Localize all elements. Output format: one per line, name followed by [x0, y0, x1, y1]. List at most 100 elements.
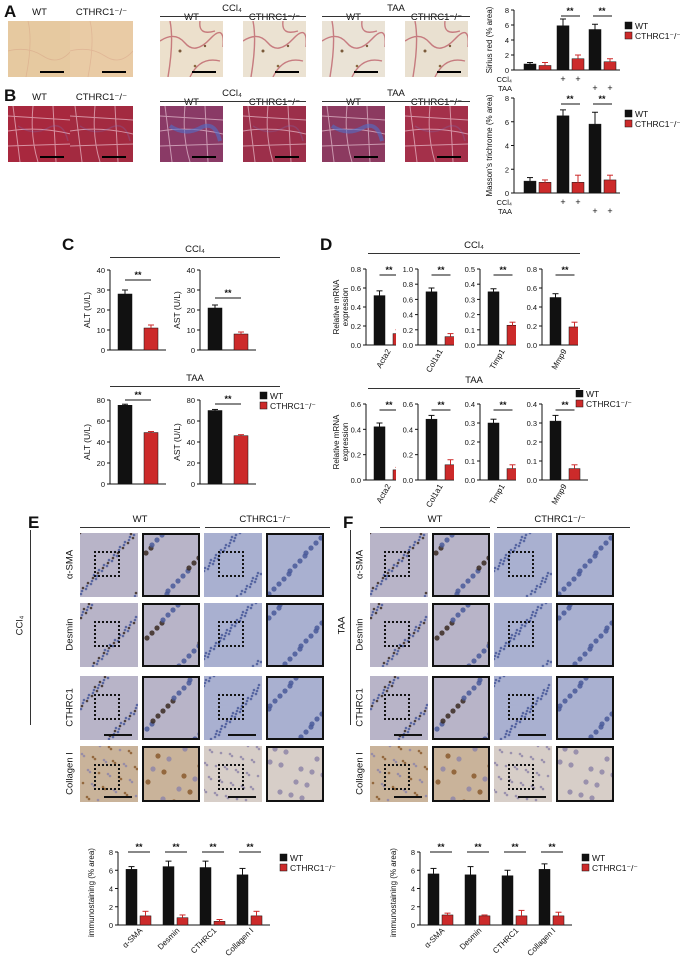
y-tick-label: 0.6	[351, 284, 361, 293]
sig-label: **	[437, 265, 445, 275]
y-tick-label: 0.0	[527, 476, 537, 485]
bar-wt	[427, 873, 440, 926]
y-tick-label: 0.1	[465, 326, 475, 335]
treatment-mark: +	[592, 83, 597, 93]
y-tick-label: 4	[505, 36, 509, 45]
y-axis-label: Masson's trichrome (% area)	[485, 94, 494, 196]
legend-swatch	[259, 401, 268, 410]
scale-bar	[102, 71, 126, 73]
y-tick-label: 20	[97, 459, 105, 468]
treatment-label: TAA	[498, 84, 512, 93]
zoom-region-box	[94, 764, 120, 790]
micrograph-a-5	[322, 21, 385, 77]
sig-label: **	[224, 288, 232, 298]
legend-label: CTHRC1⁻/⁻	[635, 119, 680, 129]
bar-ko	[392, 333, 396, 346]
panel-d-taa-line	[368, 388, 580, 389]
micrograph-label: WT	[32, 92, 47, 103]
ihc-zoom-inset	[266, 746, 324, 802]
ihc-micrograph	[370, 746, 428, 802]
x-tick-label: Collagen I	[526, 926, 558, 958]
ihc-micrograph	[370, 603, 428, 667]
treatment-mark: +	[575, 74, 580, 84]
chart-d-ccl4-mmp9: 0.0 0.2 0.4 0.6 0.8 ** Mmp9	[527, 265, 578, 371]
y-tick-label: 0.0	[351, 341, 361, 350]
y-tick-label: 0.6	[527, 284, 537, 293]
legend-label: CTHRC1⁻/⁻	[635, 31, 680, 41]
bar-wt	[549, 420, 562, 481]
micrograph-label: CTHRC1⁻/⁻	[248, 97, 301, 108]
y-tick-label: 0.2	[351, 322, 361, 331]
ihc-row-label: Collagen I	[354, 752, 366, 795]
panel-f-ko-header: CTHRC1⁻/⁻	[534, 514, 586, 525]
sig-label: **	[246, 842, 254, 852]
scale-bar	[437, 156, 461, 158]
legend-swatch	[575, 390, 584, 398]
micrograph-a-6	[405, 21, 468, 77]
y-tick-label: 0.2	[527, 322, 537, 331]
y-tick-label: 80	[97, 396, 105, 405]
scale-bar	[102, 156, 126, 158]
legend-label: WT	[270, 391, 283, 401]
bar-wt	[588, 123, 602, 194]
y-tick-label: 0.4	[465, 400, 475, 409]
y-tick-label: 10	[187, 326, 195, 335]
x-tick-label: Collagen I	[224, 926, 256, 958]
bar-wt	[117, 293, 133, 351]
legend-swatch	[259, 391, 268, 400]
y-tick-label: 0	[109, 921, 113, 930]
scale-bar	[394, 796, 422, 798]
bar-wt	[207, 307, 223, 351]
y-tick-label: 0.2	[403, 326, 413, 335]
micrograph-a-2	[70, 21, 133, 77]
x-tick-label: α-SMA	[121, 926, 145, 950]
scale-bar	[518, 796, 546, 798]
ihc-micrograph	[204, 533, 262, 597]
panel-label-a: A	[4, 2, 17, 21]
y-tick-label: 0	[411, 921, 415, 930]
treatment-mark: +	[575, 197, 580, 207]
treatment-label: CCl₄	[496, 198, 512, 207]
y-tick-label: 30	[187, 286, 195, 295]
ihc-row-label: α-SMA	[64, 549, 76, 580]
ihc-zoom-inset	[432, 533, 490, 597]
y-axis-label: immunostaining (% area)	[389, 848, 398, 937]
ihc-micrograph	[370, 676, 428, 740]
bar-ko	[603, 179, 617, 194]
sig-label: **	[566, 94, 574, 104]
y-tick-label: 2	[109, 903, 113, 912]
y-tick-label: 0	[101, 346, 105, 355]
panel-e-wt-header: WT	[132, 514, 148, 525]
y-tick-label: 8	[411, 848, 415, 857]
ihc-zoom-inset	[432, 676, 490, 740]
ihc-zoom-inset	[556, 533, 614, 597]
ihc-zoom-inset	[142, 746, 200, 802]
y-tick-label: 0	[101, 480, 105, 489]
y-tick-label: 80	[187, 396, 195, 405]
legend-swatch	[581, 853, 590, 862]
sig-label: **	[499, 400, 507, 410]
x-axis-label: Col1a1	[424, 482, 445, 509]
treatment-mark: +	[592, 206, 597, 216]
chart-d-taa-acta2: 0.0 0.2 0.4 0.6 Relative mRNA expression ** Act…	[332, 400, 396, 505]
micrograph-label: CTHRC1⁻/⁻	[410, 12, 463, 23]
panel-f-ko-line	[497, 527, 630, 528]
micrograph-b-2	[70, 106, 133, 162]
bar-ko	[506, 468, 516, 481]
y-tick-label: 20	[187, 306, 195, 315]
panel-d-ccl4-header: CCl₄	[464, 240, 484, 251]
ihc-micrograph	[80, 533, 138, 597]
panel-e-wt-line	[80, 527, 200, 528]
y-tick-label: 0.2	[403, 451, 413, 460]
micrograph-a-1	[8, 21, 71, 77]
bar-ko	[176, 917, 189, 926]
zoom-region-box	[508, 694, 534, 720]
y-tick-label: 0.1	[465, 457, 475, 466]
zoom-region-box	[218, 551, 244, 577]
bar-ko	[250, 915, 263, 926]
sig-label: **	[385, 265, 393, 275]
zoom-region-box	[218, 764, 244, 790]
x-tick-label: CTHRC1	[491, 926, 521, 956]
y-axis-label: ALT (U/L)	[82, 292, 92, 328]
